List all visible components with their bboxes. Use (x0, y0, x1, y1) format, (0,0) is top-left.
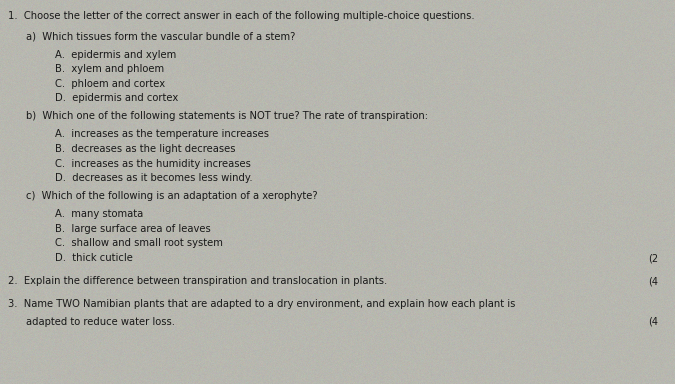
Text: A.  increases as the temperature increases: A. increases as the temperature increase… (55, 129, 269, 139)
Text: adapted to reduce water loss.: adapted to reduce water loss. (26, 317, 175, 327)
Text: a)  Which tissues form the vascular bundle of a stem?: a) Which tissues form the vascular bundl… (26, 31, 295, 41)
Text: B.  xylem and phloem: B. xylem and phloem (55, 64, 165, 74)
Text: D.  decreases as it becomes less windy.: D. decreases as it becomes less windy. (55, 173, 253, 183)
Text: (4: (4 (648, 317, 658, 327)
Text: A.  epidermis and xylem: A. epidermis and xylem (55, 50, 177, 60)
Text: 3.  Name TWO Namibian plants that are adapted to a dry environment, and explain : 3. Name TWO Namibian plants that are ada… (8, 299, 516, 309)
Text: b)  Which one of the following statements is NOT true? The rate of transpiration: b) Which one of the following statements… (26, 111, 428, 121)
Text: 2.  Explain the difference between transpiration and translocation in plants.: 2. Explain the difference between transp… (8, 276, 387, 286)
Text: A.  many stomata: A. many stomata (55, 209, 144, 219)
Text: (2: (2 (648, 253, 658, 263)
Text: B.  large surface area of leaves: B. large surface area of leaves (55, 224, 211, 234)
Text: D.  epidermis and cortex: D. epidermis and cortex (55, 93, 179, 103)
Text: C.  increases as the humidity increases: C. increases as the humidity increases (55, 159, 251, 169)
Text: (4: (4 (648, 276, 658, 286)
Text: c)  Which of the following is an adaptation of a xerophyte?: c) Which of the following is an adaptati… (26, 191, 317, 201)
Text: C.  phloem and cortex: C. phloem and cortex (55, 79, 165, 89)
Text: 1.  Choose the letter of the correct answer in each of the following multiple-ch: 1. Choose the letter of the correct answ… (8, 11, 475, 21)
Text: D.  thick cuticle: D. thick cuticle (55, 253, 133, 263)
Text: B.  decreases as the light decreases: B. decreases as the light decreases (55, 144, 236, 154)
Text: C.  shallow and small root system: C. shallow and small root system (55, 238, 223, 248)
